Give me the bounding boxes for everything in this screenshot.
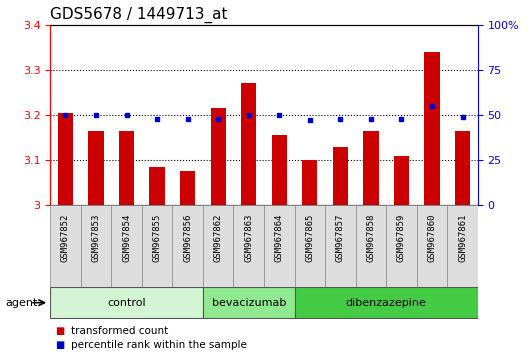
Text: GSM967857: GSM967857	[336, 213, 345, 262]
FancyBboxPatch shape	[50, 287, 203, 318]
Bar	[425, 52, 440, 205]
Bar	[394, 156, 409, 205]
FancyBboxPatch shape	[264, 205, 295, 287]
Text: ■: ■	[55, 326, 65, 336]
Bar	[241, 84, 257, 205]
Text: GSM967865: GSM967865	[305, 213, 314, 262]
Text: GSM967852: GSM967852	[61, 213, 70, 262]
FancyBboxPatch shape	[203, 287, 295, 318]
FancyBboxPatch shape	[203, 205, 233, 287]
Text: transformed count: transformed count	[71, 326, 168, 336]
Bar	[455, 131, 470, 205]
Text: GSM967858: GSM967858	[366, 213, 375, 262]
Text: GSM967853: GSM967853	[91, 213, 100, 262]
Text: GSM967862: GSM967862	[214, 213, 223, 262]
Text: ■: ■	[55, 340, 65, 350]
Bar	[180, 171, 195, 205]
Bar	[363, 131, 379, 205]
FancyBboxPatch shape	[142, 205, 172, 287]
FancyBboxPatch shape	[295, 205, 325, 287]
Text: percentile rank within the sample: percentile rank within the sample	[71, 340, 247, 350]
Bar	[211, 108, 226, 205]
FancyBboxPatch shape	[295, 287, 478, 318]
Bar	[58, 113, 73, 205]
FancyBboxPatch shape	[233, 205, 264, 287]
FancyBboxPatch shape	[50, 205, 81, 287]
FancyBboxPatch shape	[356, 205, 386, 287]
FancyBboxPatch shape	[111, 205, 142, 287]
Bar	[119, 131, 134, 205]
FancyBboxPatch shape	[172, 205, 203, 287]
Text: GSM967863: GSM967863	[244, 213, 253, 262]
Text: GSM967864: GSM967864	[275, 213, 284, 262]
Text: GSM967856: GSM967856	[183, 213, 192, 262]
Bar	[149, 167, 165, 205]
FancyBboxPatch shape	[81, 205, 111, 287]
Text: GSM967855: GSM967855	[153, 213, 162, 262]
Text: dibenzazepine: dibenzazepine	[346, 298, 427, 308]
FancyBboxPatch shape	[386, 205, 417, 287]
Bar	[333, 147, 348, 205]
FancyBboxPatch shape	[325, 205, 356, 287]
Bar	[271, 135, 287, 205]
Text: control: control	[107, 298, 146, 308]
Text: GSM967861: GSM967861	[458, 213, 467, 262]
Bar	[302, 160, 317, 205]
Text: agent: agent	[5, 298, 37, 308]
Text: bevacizumab: bevacizumab	[212, 298, 286, 308]
Text: GSM967859: GSM967859	[397, 213, 406, 262]
Text: GDS5678 / 1449713_at: GDS5678 / 1449713_at	[50, 7, 228, 23]
Text: GSM967860: GSM967860	[428, 213, 437, 262]
Text: GSM967854: GSM967854	[122, 213, 131, 262]
FancyBboxPatch shape	[417, 205, 447, 287]
Bar	[88, 131, 103, 205]
FancyBboxPatch shape	[447, 205, 478, 287]
